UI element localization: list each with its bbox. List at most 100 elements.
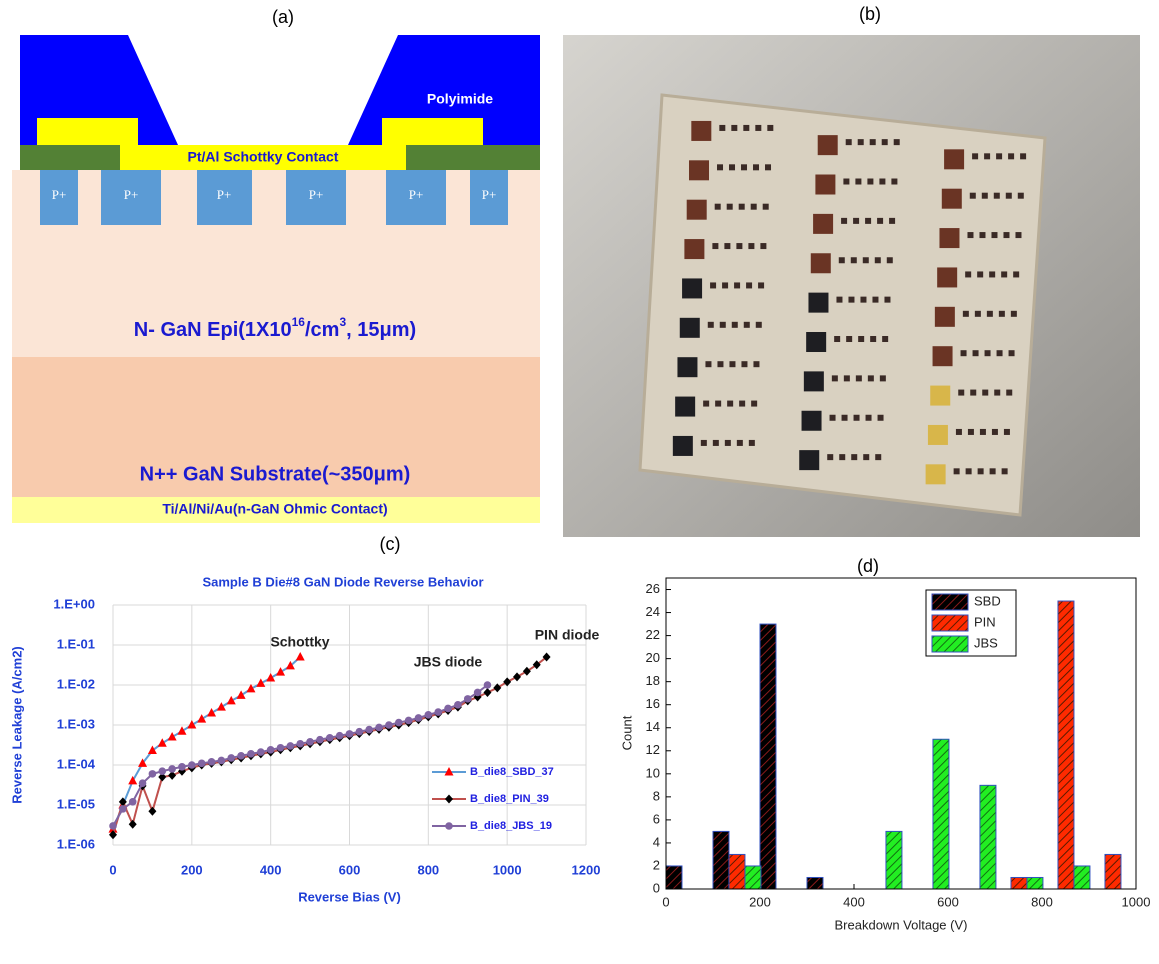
chip-dot <box>751 204 757 210</box>
chip-pad <box>930 386 950 406</box>
marker <box>316 736 324 744</box>
chip-dot <box>722 282 728 288</box>
chip-dot <box>887 257 893 263</box>
chip-pad <box>818 135 838 155</box>
chip-dot <box>751 401 757 407</box>
marker <box>513 672 521 681</box>
marker <box>405 717 413 725</box>
chip-dot <box>1006 193 1012 199</box>
legend-label: B_die8_JBS_19 <box>470 820 552 832</box>
legend-swatch <box>932 636 968 652</box>
chip-dot <box>982 390 988 396</box>
chip-dot <box>743 125 749 131</box>
y-tick-label: 12 <box>646 742 660 757</box>
chip-dot <box>972 153 978 159</box>
bar <box>713 831 729 889</box>
chip-dot <box>737 440 743 446</box>
chip-dot <box>755 125 761 131</box>
p-label: P+ <box>217 187 232 202</box>
chip-dot <box>894 139 900 145</box>
p-label: P+ <box>124 187 139 202</box>
legend-label: PIN <box>974 614 996 629</box>
legend-swatch <box>932 615 968 631</box>
chip-dot <box>724 243 730 249</box>
y-tick-label: 1.E-06 <box>57 836 95 851</box>
marker <box>277 744 285 752</box>
x-tick-label: 200 <box>749 894 771 909</box>
chip-dot <box>836 297 842 303</box>
chip-dot <box>967 232 973 238</box>
chip-dot <box>982 193 988 199</box>
marker <box>177 726 186 735</box>
y-tick-label: 4 <box>653 834 660 849</box>
chip-dot <box>719 125 725 131</box>
marker <box>208 758 216 766</box>
chip-dot <box>848 297 854 303</box>
chip-dot <box>990 468 996 474</box>
chip-dot <box>701 440 707 446</box>
chip-dot <box>731 125 737 131</box>
chip-dot <box>956 429 962 435</box>
chip-dot <box>968 429 974 435</box>
chip-photo <box>563 35 1140 537</box>
chip-pad <box>942 189 962 209</box>
bar <box>729 854 745 889</box>
chip-dot <box>970 193 976 199</box>
marker <box>385 721 393 729</box>
leakage-chart: Sample B Die#8 GaN Diode Reverse Behavio… <box>9 574 600 904</box>
bar <box>1074 866 1090 889</box>
chip-dot <box>989 271 995 277</box>
marker <box>346 730 354 738</box>
x-tick-label: 1200 <box>572 862 601 877</box>
marker <box>188 761 196 769</box>
chip-pad <box>673 436 693 456</box>
y-tick-label: 2 <box>653 857 660 872</box>
marker <box>267 746 275 754</box>
chip-dot <box>858 336 864 342</box>
chip-dot <box>1009 350 1015 356</box>
chip-dot <box>970 390 976 396</box>
p-label: P+ <box>309 187 324 202</box>
x-tick-label: 0 <box>109 862 116 877</box>
x-tick-label: 800 <box>417 862 439 877</box>
chip-pad <box>799 450 819 470</box>
chip-dot <box>767 125 773 131</box>
chip-dot <box>720 322 726 328</box>
chip-dot <box>739 401 745 407</box>
chip-dot <box>834 336 840 342</box>
chip-dot <box>1001 271 1007 277</box>
chip-dot <box>999 311 1005 317</box>
chip-dot <box>856 375 862 381</box>
chip-dot <box>756 322 762 328</box>
chip-pad <box>684 239 704 259</box>
chip-dot <box>844 375 850 381</box>
chip-pad <box>811 253 831 273</box>
legend-swatch <box>932 594 968 610</box>
chip-dot <box>760 243 766 249</box>
marker <box>483 688 491 697</box>
x-tick-label: 200 <box>181 862 203 877</box>
bar <box>666 866 682 889</box>
chip-dot <box>987 311 993 317</box>
chip-dot <box>1003 232 1009 238</box>
chip-dot <box>729 164 735 170</box>
chip-dot <box>758 282 764 288</box>
y-tick-label: 1.E-03 <box>57 716 95 731</box>
legend-label: JBS <box>974 635 998 650</box>
chip-dot <box>870 336 876 342</box>
chip-dot <box>860 297 866 303</box>
chip-dot <box>739 204 745 210</box>
chip-dot <box>889 218 895 224</box>
metal-pad <box>382 118 483 145</box>
chip-pad <box>691 121 711 141</box>
chip-dot <box>954 468 960 474</box>
x-tick-label: 400 <box>843 894 865 909</box>
y-axis-label: Count <box>619 715 634 750</box>
marker <box>326 734 334 742</box>
chip-dot <box>985 350 991 356</box>
bar <box>1027 877 1043 889</box>
chip-dot <box>853 218 859 224</box>
marker <box>356 728 364 736</box>
chip-dot <box>753 164 759 170</box>
legend-marker <box>445 822 453 830</box>
